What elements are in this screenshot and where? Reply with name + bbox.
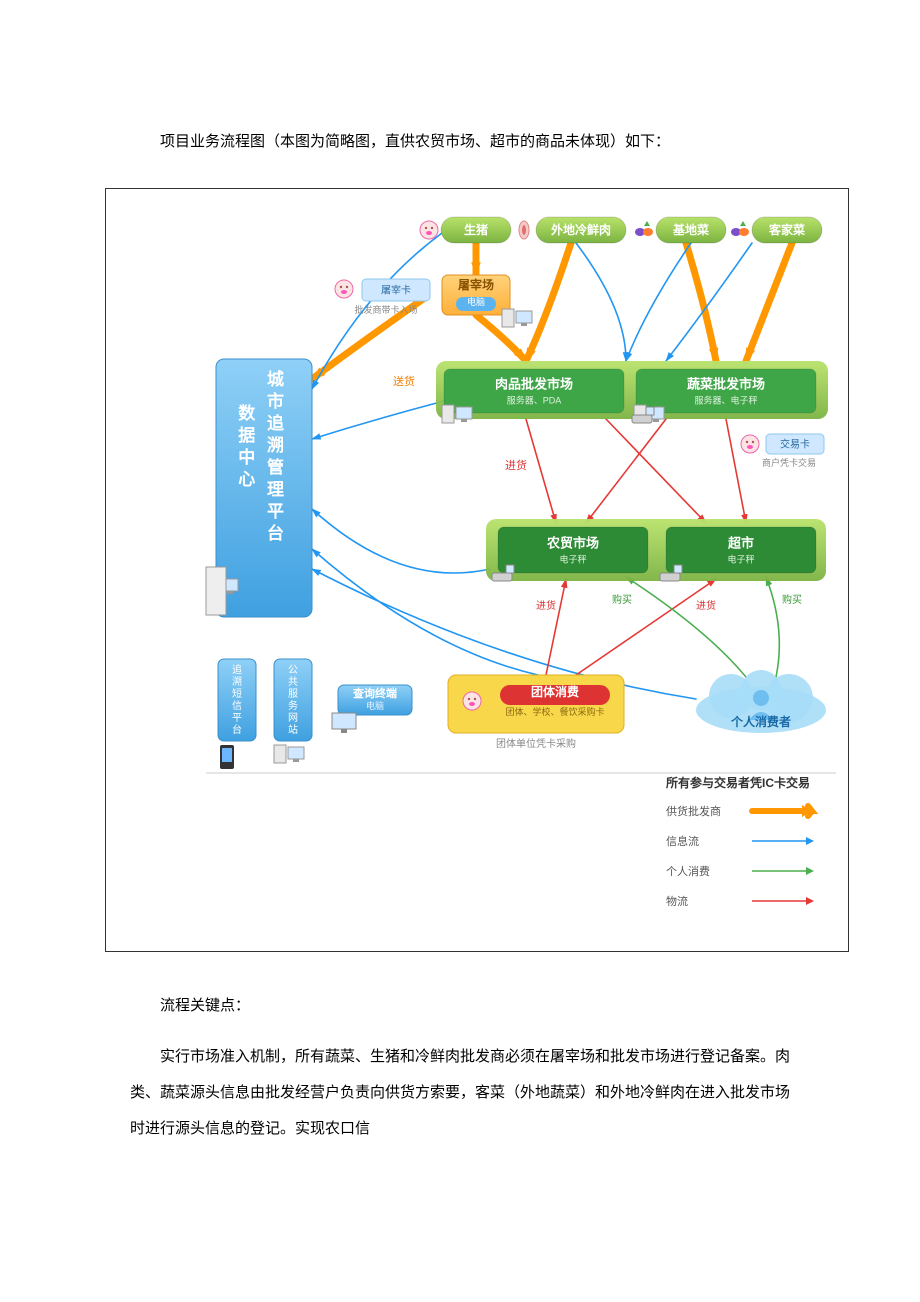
svg-text:所有参与交易者凭IC卡交易: 所有参与交易者凭IC卡交易 xyxy=(666,775,810,790)
svg-text:理: 理 xyxy=(267,480,284,499)
svg-text:服务器、PDA: 服务器、PDA xyxy=(507,394,562,405)
svg-text:追: 追 xyxy=(267,413,285,433)
svg-text:团体、学校、餐饮采购卡: 团体、学校、餐饮采购卡 xyxy=(505,706,604,717)
svg-text:电子秤: 电子秤 xyxy=(559,553,586,564)
svg-text:平: 平 xyxy=(267,502,284,521)
svg-text:外地冷鲜肉: 外地冷鲜肉 xyxy=(551,222,611,237)
svg-text:基地菜: 基地菜 xyxy=(672,222,709,237)
svg-text:中: 中 xyxy=(238,447,255,467)
svg-text:团体单位凭卡采购: 团体单位凭卡采购 xyxy=(496,737,576,750)
svg-text:城: 城 xyxy=(267,370,284,389)
flow-diagram: 生猪外地冷鲜肉基地菜客家菜屠宰卡批发商带卡入场屠宰场电脑肉品批发市场服务器、PD… xyxy=(105,188,849,952)
svg-text:溯: 溯 xyxy=(232,675,242,688)
svg-text:供货批发商: 供货批发商 xyxy=(666,804,721,818)
svg-text:信息流: 信息流 xyxy=(666,834,699,848)
svg-text:台: 台 xyxy=(267,523,284,543)
svg-text:站: 站 xyxy=(288,723,298,736)
svg-text:个人消费者: 个人消费者 xyxy=(730,714,791,729)
svg-text:短: 短 xyxy=(232,687,242,700)
svg-text:平: 平 xyxy=(232,713,242,724)
svg-text:屠宰场: 屠宰场 xyxy=(458,277,494,292)
svg-text:追: 追 xyxy=(232,663,242,676)
svg-text:服: 服 xyxy=(288,688,298,700)
svg-text:据: 据 xyxy=(238,425,255,445)
svg-text:送货: 送货 xyxy=(393,374,415,388)
svg-text:台: 台 xyxy=(232,723,242,736)
post-heading: 流程关键点： xyxy=(130,988,790,1024)
svg-text:农贸市场: 农贸市场 xyxy=(546,535,599,550)
intro-text: 项目业务流程图（本图为简略图，直供农贸市场、超市的商品未体现）如下： xyxy=(130,125,790,158)
svg-text:溯: 溯 xyxy=(267,435,284,455)
svg-text:务: 务 xyxy=(288,699,298,712)
svg-text:电子秤: 电子秤 xyxy=(727,553,754,564)
svg-text:肉品批发市场: 肉品批发市场 xyxy=(495,376,573,391)
svg-text:心: 心 xyxy=(238,470,255,489)
svg-text:物流: 物流 xyxy=(666,894,688,908)
svg-text:蔬菜批发市场: 蔬菜批发市场 xyxy=(687,376,765,391)
svg-text:团体消费: 团体消费 xyxy=(531,684,579,699)
svg-text:屠宰卡: 屠宰卡 xyxy=(381,284,411,297)
svg-text:管: 管 xyxy=(267,457,284,477)
svg-text:进货: 进货 xyxy=(696,599,716,612)
svg-text:个人消费: 个人消费 xyxy=(666,864,710,878)
svg-text:服务器、电子秤: 服务器、电子秤 xyxy=(694,394,757,405)
svg-text:客家菜: 客家菜 xyxy=(768,222,805,237)
svg-text:购买: 购买 xyxy=(782,593,802,606)
svg-text:交易卡: 交易卡 xyxy=(780,438,810,451)
svg-text:网: 网 xyxy=(288,712,298,724)
svg-text:共: 共 xyxy=(288,676,298,688)
svg-text:购买: 购买 xyxy=(612,593,632,606)
svg-text:电脑: 电脑 xyxy=(467,296,485,307)
svg-text:市: 市 xyxy=(267,391,284,411)
svg-text:数: 数 xyxy=(238,403,256,423)
svg-text:进货: 进货 xyxy=(536,599,556,612)
svg-text:电脑: 电脑 xyxy=(366,700,384,711)
svg-text:生猪: 生猪 xyxy=(464,222,488,237)
svg-text:商户凭卡交易: 商户凭卡交易 xyxy=(762,457,816,468)
svg-text:超市: 超市 xyxy=(728,535,754,550)
svg-text:公: 公 xyxy=(288,665,298,676)
post-body: 实行市场准入机制，所有蔬菜、生猪和冷鲜肉批发商必须在屠宰场和批发市场进行登记备案… xyxy=(130,1039,790,1147)
svg-text:信: 信 xyxy=(232,700,242,712)
svg-text:查询终端: 查询终端 xyxy=(353,686,397,700)
svg-text:进货: 进货 xyxy=(505,458,527,472)
svg-text:批发商带卡入场: 批发商带卡入场 xyxy=(354,304,417,315)
